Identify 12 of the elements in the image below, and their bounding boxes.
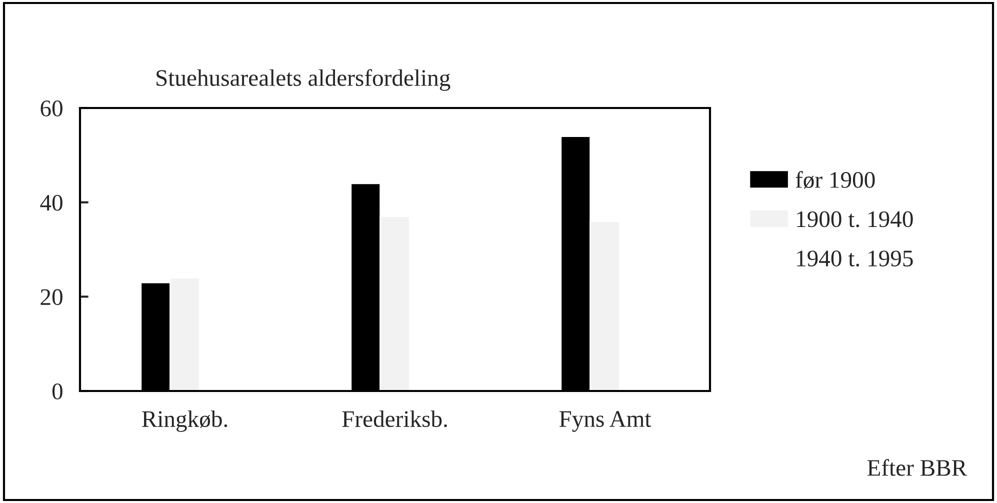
chart-title: Stuehusarealets aldersfordeling xyxy=(156,69,450,91)
legend-label: 1900 t. 1940 xyxy=(797,211,913,228)
y-tick-label: 20 xyxy=(40,289,62,306)
text: 1940 t. 1995 xyxy=(797,250,913,267)
y-tick-label: 60 xyxy=(40,100,62,116)
text: Efter BBR xyxy=(867,459,968,476)
y-tick-label: 40 xyxy=(40,194,62,211)
x-tick-label: Fyns Amt xyxy=(559,411,652,432)
legend-label: før 1900 xyxy=(796,171,875,189)
x-tick-label: Frederiksb. xyxy=(342,410,447,428)
y-tick-label: 0 xyxy=(52,383,62,400)
x-tick-label: Ringkøb. xyxy=(142,410,228,432)
